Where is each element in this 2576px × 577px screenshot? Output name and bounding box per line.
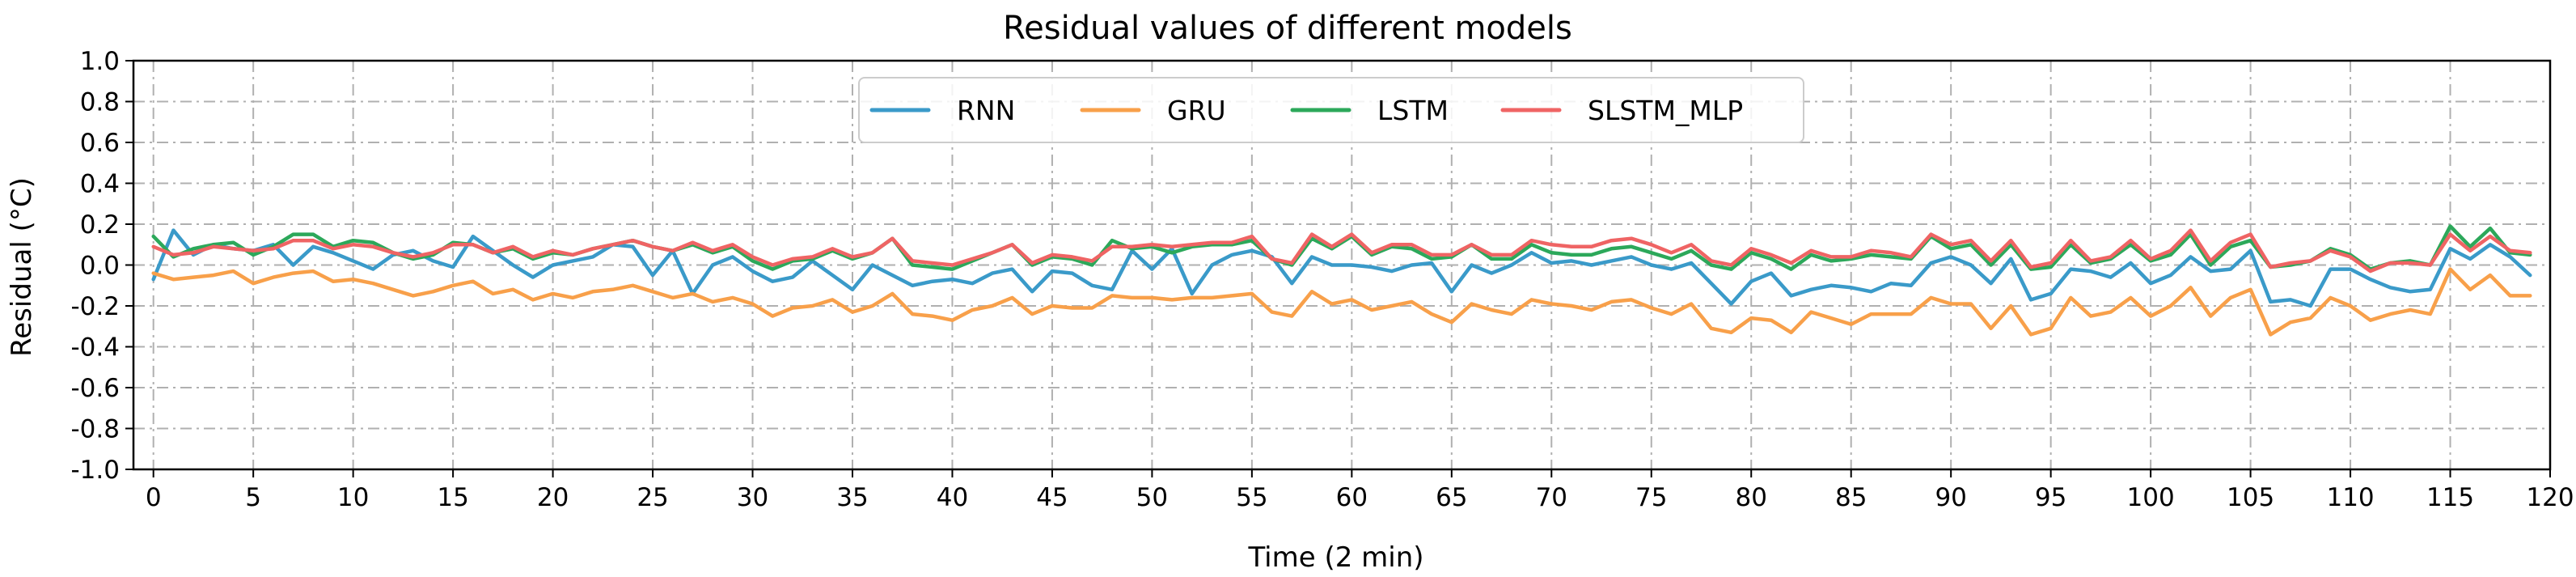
y-tick-label: -1.0 bbox=[71, 456, 121, 485]
y-tick-label: 0.2 bbox=[80, 210, 120, 240]
y-tick-label: 0.8 bbox=[80, 88, 120, 117]
x-tick-label: 70 bbox=[1536, 483, 1567, 512]
x-tick-label: 30 bbox=[737, 483, 768, 512]
x-tick-label: 20 bbox=[537, 483, 569, 512]
x-tick-label: 40 bbox=[937, 483, 968, 512]
ticks: 0 5 10 15 20 25 30 35 40 45 50 55 60 65 70 75 80 85 90 95 10… bbox=[71, 47, 2574, 512]
x-tick-label: 25 bbox=[637, 483, 668, 512]
series-layer bbox=[151, 224, 2532, 337]
y-axis-title: Residual (°C) bbox=[6, 177, 38, 357]
x-tick-label: 105 bbox=[2227, 483, 2274, 512]
chart-title: Residual values of different models bbox=[1003, 10, 1572, 47]
series-line-gru bbox=[151, 267, 2532, 337]
x-tick-label: 115 bbox=[2426, 483, 2474, 512]
x-tick-label: 80 bbox=[1736, 483, 1767, 512]
x-tick-label: 55 bbox=[1236, 483, 1267, 512]
x-tick-label: 95 bbox=[2035, 483, 2066, 512]
x-tick-label: 85 bbox=[1835, 483, 1867, 512]
series-line-rnn bbox=[151, 228, 2532, 308]
y-tick-label: 0.6 bbox=[80, 129, 120, 158]
legend-label-rnn: RNN bbox=[957, 95, 1015, 126]
x-tick-label: 0 bbox=[146, 483, 162, 512]
x-tick-label: 5 bbox=[245, 483, 261, 512]
y-tick-label: 1.0 bbox=[80, 47, 120, 76]
x-tick-label: 100 bbox=[2127, 483, 2175, 512]
x-tick-label: 60 bbox=[1336, 483, 1368, 512]
y-tick-label: -0.8 bbox=[71, 415, 121, 444]
y-tick-label: 0.4 bbox=[80, 170, 120, 199]
y-tick-label: -0.2 bbox=[71, 292, 121, 321]
y-tick-label: -0.4 bbox=[71, 333, 121, 363]
y-tick-label: 0.0 bbox=[80, 252, 120, 281]
legend-label-gru: GRU bbox=[1167, 95, 1226, 126]
series-line-slstm-mlp bbox=[151, 228, 2532, 274]
x-tick-label: 45 bbox=[1036, 483, 1068, 512]
plot-frame bbox=[132, 59, 2552, 471]
x-tick-label: 120 bbox=[2526, 483, 2574, 512]
x-tick-label: 110 bbox=[2326, 483, 2374, 512]
x-tick-label: 10 bbox=[337, 483, 369, 512]
x-tick-label: 50 bbox=[1136, 483, 1168, 512]
x-tick-label: 35 bbox=[836, 483, 868, 512]
x-tick-label: 90 bbox=[1935, 483, 1966, 512]
x-axis-title: Time (2 min) bbox=[1247, 541, 1423, 574]
legend: RNN GRU LSTM SLSTM_MLP bbox=[858, 77, 1804, 143]
y-tick-label: -0.6 bbox=[71, 374, 121, 403]
legend-label-slstm-mlp: SLSTM_MLP bbox=[1588, 95, 1743, 126]
x-tick-label: 65 bbox=[1436, 483, 1467, 512]
legend-label-lstm: LSTM bbox=[1377, 95, 1449, 126]
x-tick-label: 75 bbox=[1635, 483, 1667, 512]
x-tick-label: 15 bbox=[437, 483, 468, 512]
